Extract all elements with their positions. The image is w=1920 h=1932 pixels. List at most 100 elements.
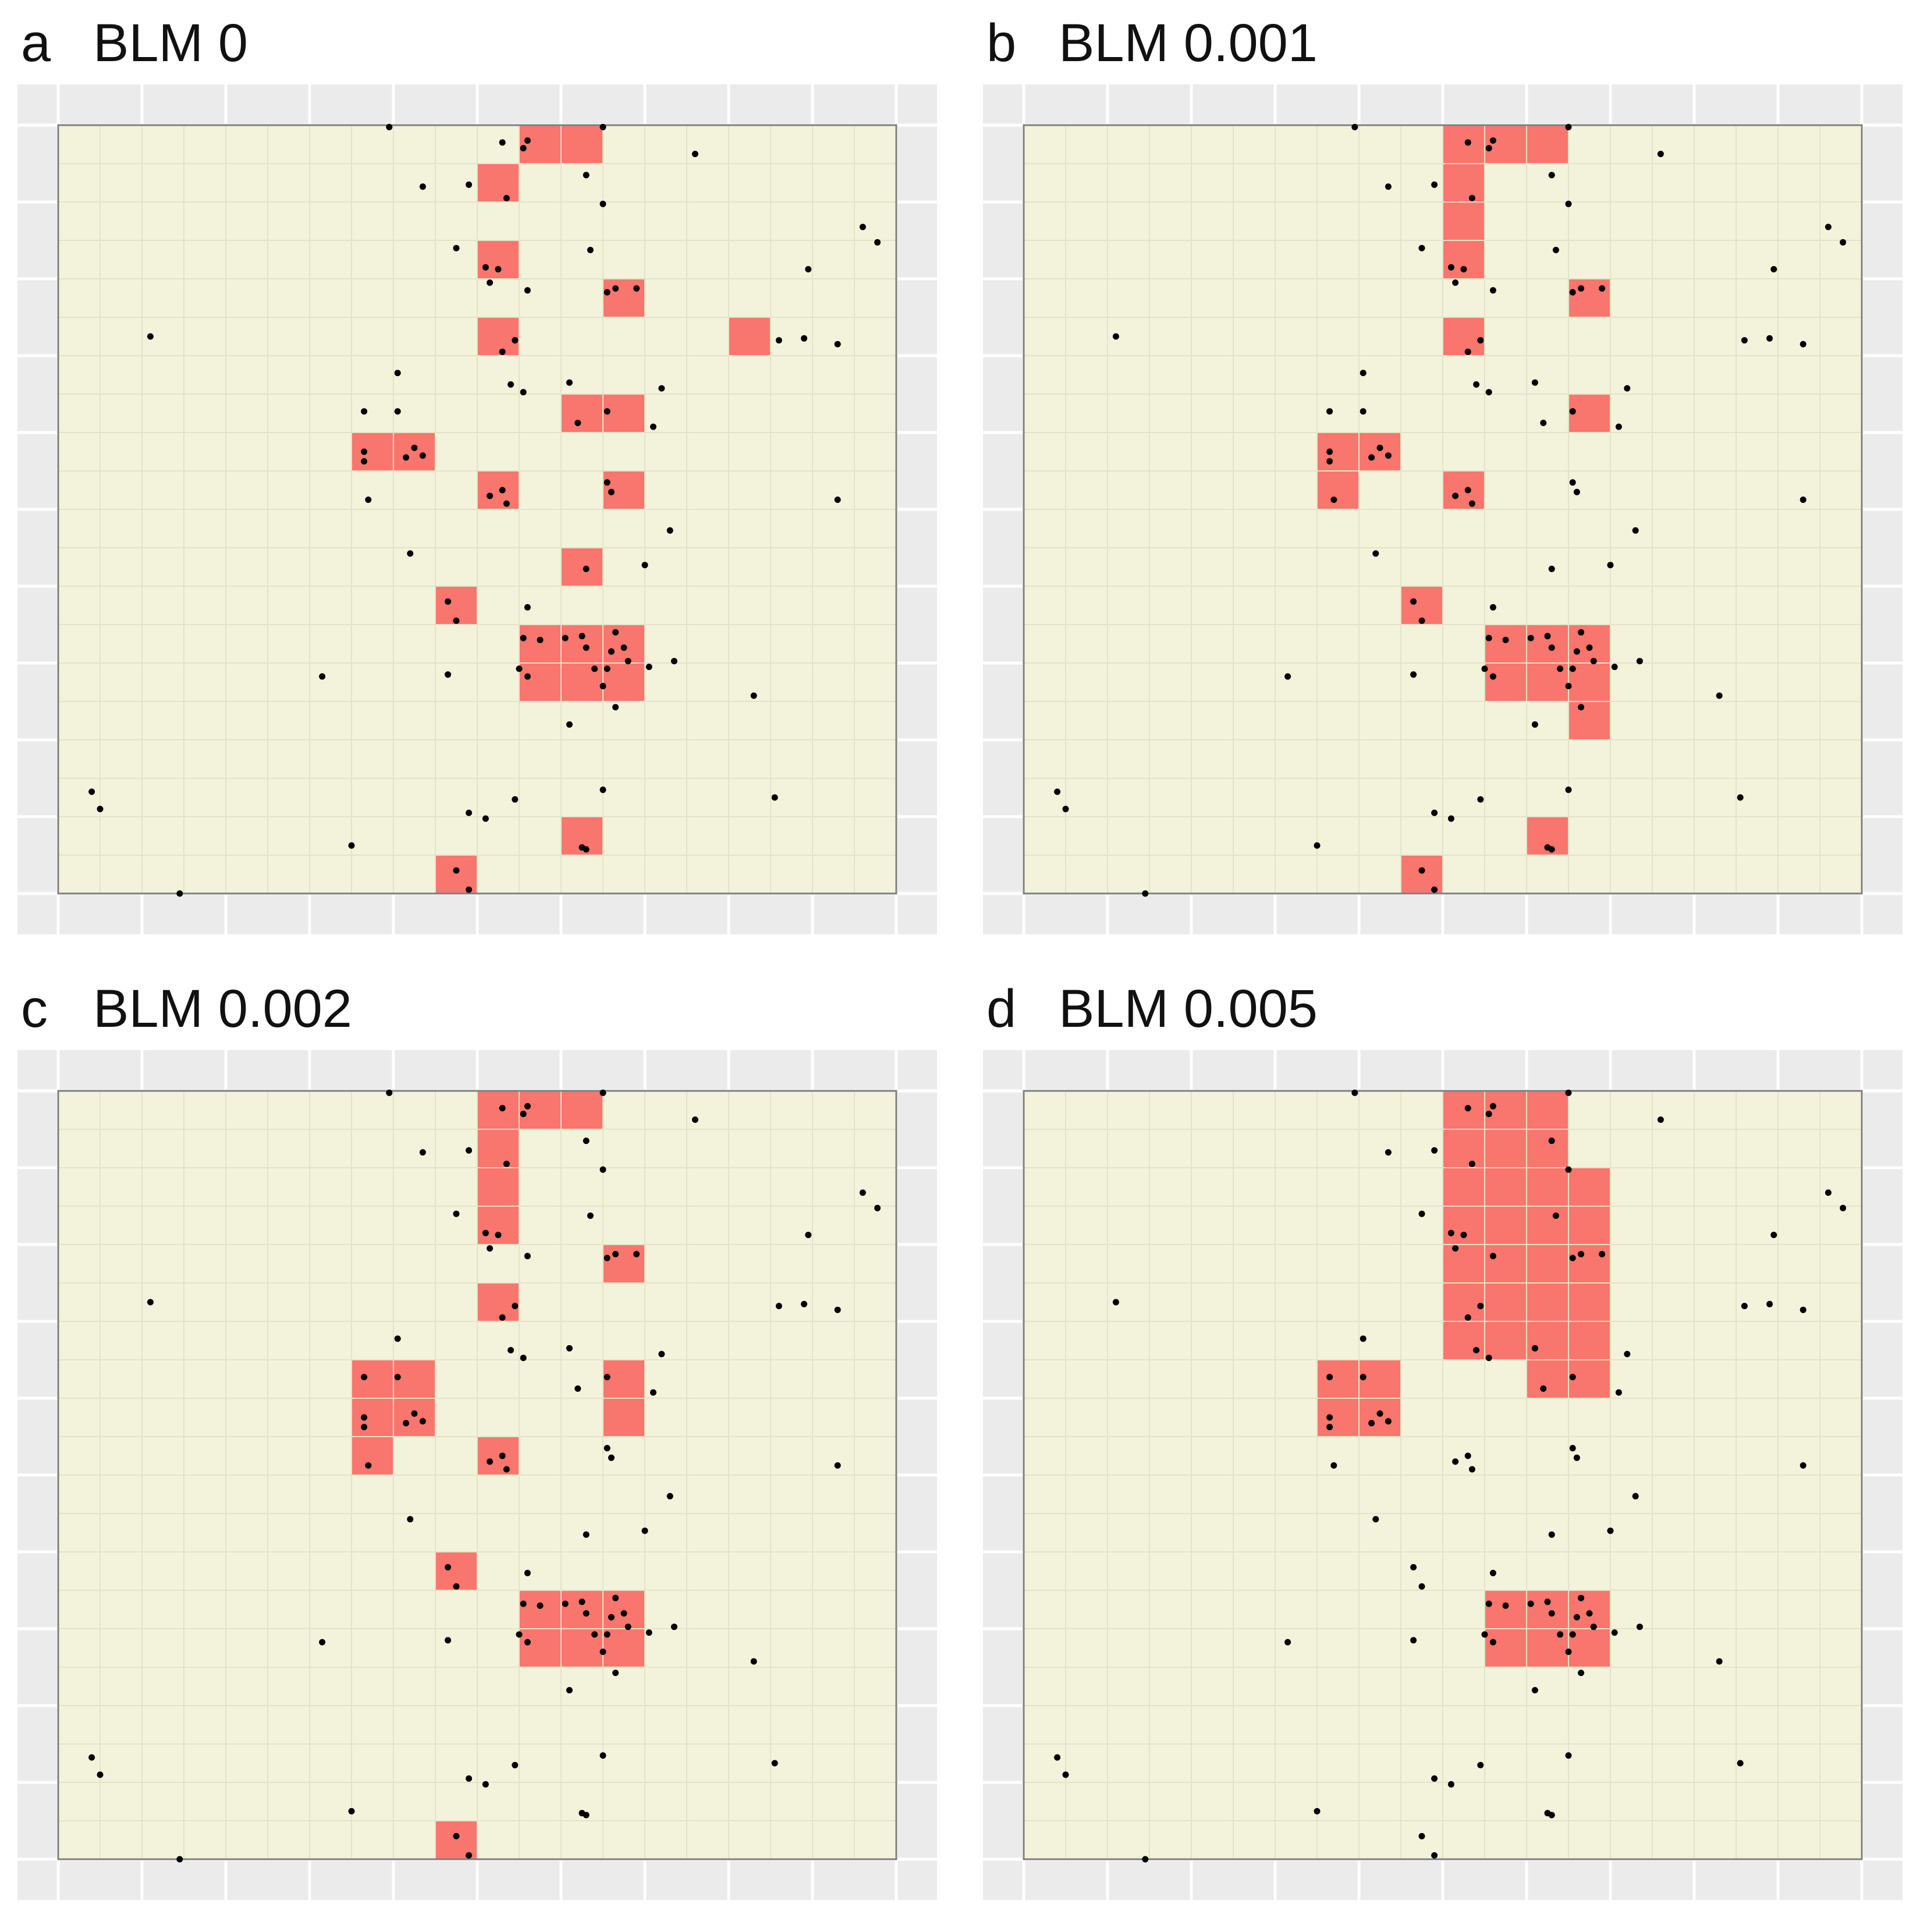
selected-cell	[1568, 625, 1610, 663]
occurrence-point	[1431, 1147, 1438, 1154]
occurrence-point	[1385, 1418, 1392, 1425]
selected-cell	[477, 1091, 519, 1129]
occurrence-point	[487, 1245, 494, 1252]
occurrence-point	[1590, 1623, 1597, 1630]
occurrence-point	[1284, 673, 1291, 680]
occurrence-point	[88, 788, 95, 795]
occurrence-point	[361, 1374, 368, 1381]
occurrence-point	[361, 1424, 368, 1430]
panel-letter: c	[21, 979, 48, 1038]
occurrence-point	[805, 1232, 812, 1238]
panel-a: a BLM 0	[0, 0, 954, 966]
panel-title: BLM 0.001	[1059, 13, 1318, 73]
occurrence-point	[1418, 244, 1425, 251]
occurrence-point	[1468, 500, 1475, 507]
occurrence-point	[771, 794, 778, 801]
occurrence-point	[1615, 1389, 1622, 1396]
occurrence-point	[834, 341, 841, 348]
plot-border	[57, 1090, 897, 1860]
occurrence-point	[608, 488, 615, 495]
occurrence-point	[834, 1306, 841, 1313]
selected-cell	[561, 548, 603, 586]
selected-cell	[477, 1283, 519, 1321]
occurrence-point	[1611, 1629, 1618, 1636]
occurrence-point	[445, 598, 452, 605]
occurrence-point	[361, 448, 368, 455]
occurrence-point	[599, 1089, 606, 1096]
selected-cell	[1317, 471, 1359, 509]
panel-title: BLM 0	[93, 13, 248, 73]
selected-cell	[519, 625, 561, 663]
occurrence-point	[612, 1251, 619, 1257]
occurrence-point	[1481, 665, 1488, 672]
occurrence-point	[1548, 1531, 1555, 1538]
occurrence-point	[874, 239, 881, 246]
occurrence-point	[319, 673, 326, 680]
occurrence-point	[1569, 1445, 1576, 1452]
selected-cell	[519, 125, 561, 164]
occurrence-point	[1477, 337, 1484, 344]
occurrence-point	[1800, 497, 1807, 503]
occurrence-point	[1489, 1103, 1496, 1109]
occurrence-point	[1452, 1458, 1459, 1465]
occurrence-point	[411, 444, 418, 451]
occurrence-point	[1586, 1610, 1593, 1617]
occurrence-point	[1326, 458, 1333, 465]
occurrence-point	[608, 648, 615, 655]
occurrence-point	[1330, 497, 1337, 503]
selected-cell	[1485, 1091, 1527, 1129]
occurrence-point	[666, 1493, 673, 1499]
occurrence-point	[1376, 1410, 1383, 1417]
occurrence-point	[624, 1623, 631, 1630]
selected-cell	[603, 1245, 645, 1283]
selected-cell	[1443, 1129, 1485, 1168]
selected-cell	[1443, 471, 1485, 509]
occurrence-point	[604, 1374, 611, 1381]
occurrence-point	[487, 279, 494, 286]
selected-cell	[1568, 279, 1610, 317]
occurrence-point	[1569, 289, 1576, 296]
occurrence-point	[1825, 1189, 1832, 1196]
occurrence-point	[1410, 671, 1417, 678]
occurrence-point	[1054, 788, 1061, 795]
selected-cell	[1485, 625, 1527, 663]
selected-cell	[1485, 1168, 1527, 1206]
occurrence-point	[1632, 1493, 1639, 1499]
occurrence-point	[1569, 1254, 1576, 1261]
occurrence-point	[524, 137, 531, 144]
occurrence-point	[612, 1594, 619, 1601]
occurrence-point	[1548, 1812, 1555, 1818]
selected-cell	[1485, 1206, 1527, 1245]
selected-cell	[1359, 1398, 1401, 1437]
occurrence-point	[1531, 379, 1538, 386]
occurrence-point	[487, 492, 494, 499]
occurrence-point	[1372, 550, 1379, 557]
selected-cell	[1443, 202, 1485, 240]
occurrence-point	[394, 1374, 401, 1381]
occurrence-point	[1569, 1374, 1576, 1381]
selected-cell	[603, 394, 645, 433]
occurrence-point	[1112, 1299, 1119, 1306]
occurrence-point	[495, 1232, 502, 1238]
occurrence-point	[419, 452, 426, 459]
occurrence-point	[1351, 1089, 1358, 1096]
selected-cell	[561, 125, 603, 164]
occurrence-point	[574, 420, 581, 426]
panel-letter: d	[986, 979, 1017, 1038]
occurrence-point	[1468, 194, 1475, 201]
selected-cell	[1568, 701, 1610, 740]
selected-cell	[1568, 394, 1610, 433]
heatmap-plot	[17, 1050, 937, 1900]
occurrence-point	[583, 846, 590, 853]
occurrence-point	[620, 1610, 627, 1617]
occurrence-point	[407, 1516, 414, 1523]
occurrence-point	[1770, 1232, 1777, 1238]
occurrence-point	[1410, 598, 1417, 605]
occurrence-point	[1326, 408, 1333, 415]
occurrence-point	[487, 1458, 494, 1465]
occurrence-point	[1540, 1385, 1547, 1392]
occurrence-point	[1573, 648, 1580, 655]
occurrence-point	[562, 634, 569, 641]
occurrence-point	[1569, 479, 1576, 486]
occurrence-point	[641, 562, 648, 569]
